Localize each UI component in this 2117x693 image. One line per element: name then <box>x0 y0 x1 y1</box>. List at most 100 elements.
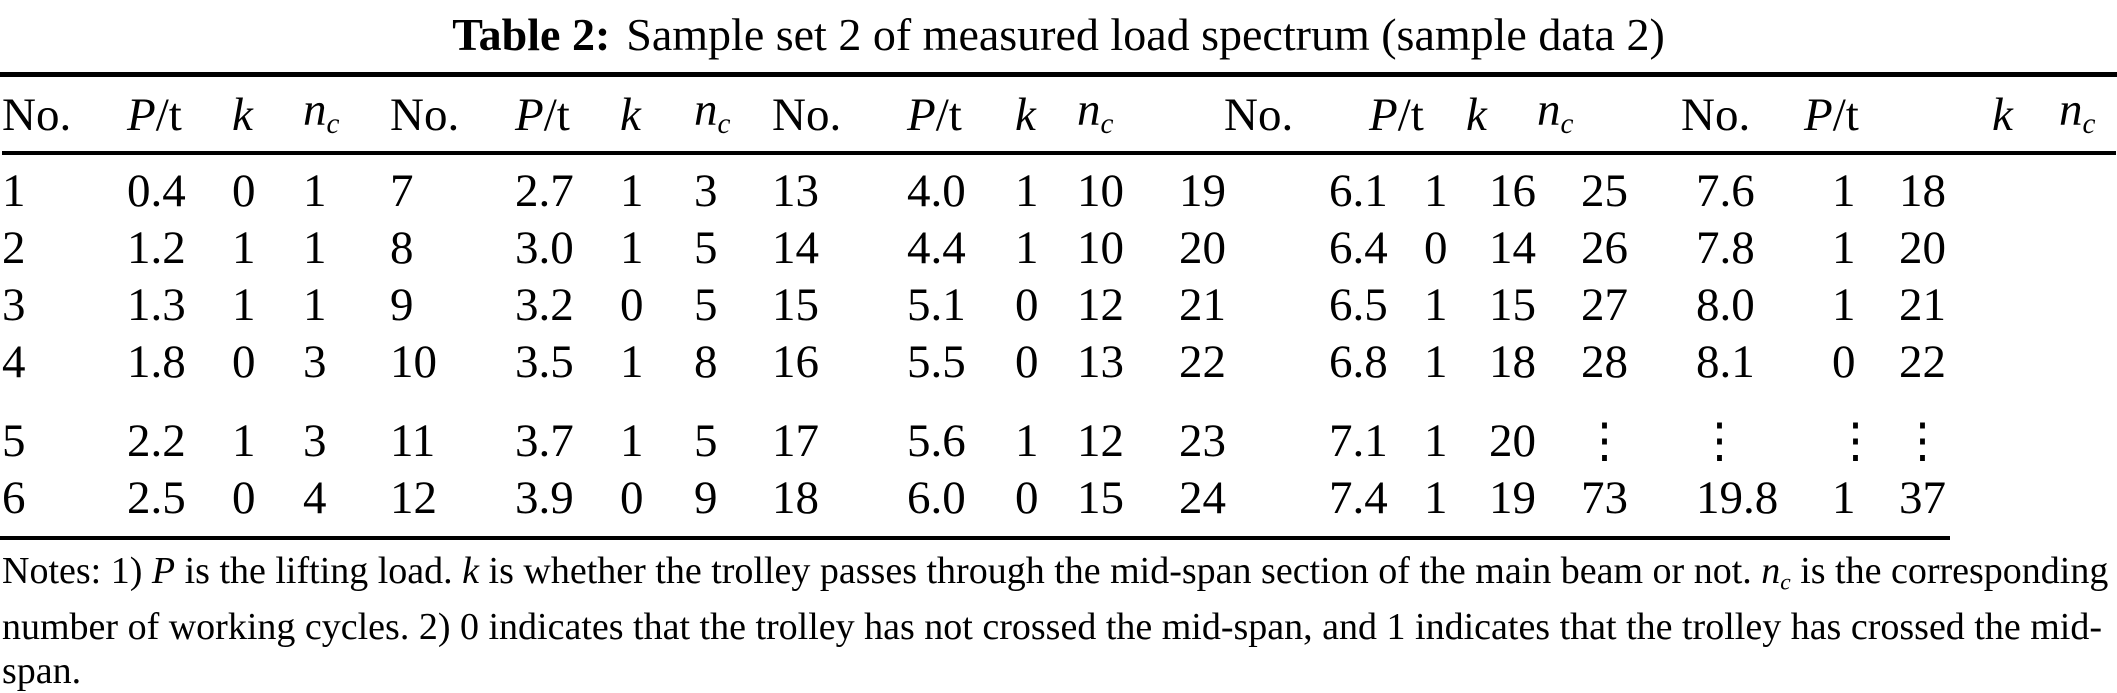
table-cell: 3.9 <box>515 472 574 524</box>
table-cell: 1 <box>232 222 256 274</box>
table-row: 2 1.2 1 1 8 3.0 1 5 14 4.4 1 10 20 6.4 0 14 26 7.8 1 20 <box>2 220 2116 277</box>
italic-text: P <box>1804 89 1833 141</box>
italic-text: n <box>1761 550 1781 592</box>
notes-line: Notes: 1) P is the lifting load. k is wh… <box>2 549 2117 605</box>
table-cell: 15 <box>772 279 819 331</box>
text-segment: No. <box>1681 89 1751 141</box>
table-cell: 1 <box>1424 415 1448 467</box>
table-cell: 1 <box>1832 165 1856 217</box>
table-caption-text: Sample set 2 of measured load spectrum (… <box>626 9 1665 60</box>
text-segment: is whether the trolley passes through th… <box>479 550 1762 592</box>
table-row: 5 2.2 1 3 11 3.7 1 5 17 5.6 1 12 23 7.1 1 20 ⋮ ⋮ ⋮ ⋮ <box>2 413 2116 470</box>
table-cell: 18 <box>772 472 819 524</box>
table-cell: 3.0 <box>515 222 574 274</box>
table-cell: 1 <box>303 165 327 217</box>
table-cell: 14 <box>1489 222 1536 274</box>
table-row: 4 1.8 0 3 10 3.5 1 8 16 5.5 0 13 22 6.8 1 18 28 8.1 0 22 <box>2 334 2116 391</box>
table-cell: 26 <box>1581 222 1628 274</box>
italic-text: n <box>1537 83 1561 136</box>
table-cell: 7.6 <box>1696 165 1755 217</box>
text-segment: No. <box>1224 89 1294 141</box>
table-cell: 1 <box>303 222 327 274</box>
table-cell: 8 <box>694 336 718 388</box>
table-cell: 0 <box>1015 279 1039 331</box>
table-header-row: No. P/t k nc No. P/t k nc No. P/t k nc No. P/t k nc No. P… <box>2 77 2116 153</box>
table-cell: 0 <box>1424 222 1448 274</box>
table-cell: 0.4 <box>127 165 186 217</box>
text-segment: is the corresponding <box>1790 550 2109 592</box>
table-cell: 5 <box>2 415 26 467</box>
table-cell: 11 <box>390 415 436 467</box>
text-segment: number of working cycles. 2) 0 indicates… <box>2 605 2103 648</box>
table-cell: 1 <box>1424 279 1448 331</box>
table-cell: 1 <box>1832 222 1856 274</box>
table-cell: 0 <box>232 472 256 524</box>
table-cell: 2.2 <box>127 415 186 467</box>
table-cell: 1 <box>1015 222 1039 274</box>
column-header: k <box>1015 77 1077 153</box>
table-cell: 4.4 <box>907 222 966 274</box>
column-header: nc <box>1899 77 2116 153</box>
table-cell: 19 <box>1489 472 1536 524</box>
table-cell: 7 <box>390 165 414 217</box>
subscript-text: c <box>1100 107 1114 140</box>
table-cell: 1.3 <box>127 279 186 331</box>
table-cell: 5 <box>694 222 718 274</box>
table-cell: 3 <box>303 415 327 467</box>
table-cell: 18 <box>1489 336 1536 388</box>
table-cell: 18 <box>1899 165 1946 217</box>
table-cell: 12 <box>390 472 437 524</box>
table-cell: 3 <box>303 336 327 388</box>
table-cell: 19 <box>1179 165 1226 217</box>
italic-text: P <box>515 89 544 141</box>
table-cell: 3.2 <box>515 279 574 331</box>
subscript-text: c <box>326 107 340 140</box>
table-cell: 17 <box>772 415 819 467</box>
table-cell: 1 <box>620 336 644 388</box>
table-row: 6 2.5 0 4 12 3.9 0 9 18 6.0 0 15 24 7.4 1 19 73 19.8 1 37 <box>2 470 2116 527</box>
italic-text: n <box>1077 83 1101 136</box>
table-cell: 24 <box>1179 472 1226 524</box>
column-header: nc <box>1077 77 1179 153</box>
table-cell: 37 <box>1899 472 1946 524</box>
table-cell: 3.5 <box>515 336 574 388</box>
column-header: No. <box>1581 77 1750 153</box>
table-cell: 1 <box>1424 165 1448 217</box>
paper-table-figure: Table 2: Sample set 2 of measured load sp… <box>0 9 2117 692</box>
table-row: 3 1.3 1 1 9 3.2 0 5 15 5.1 0 12 21 6.5 1 15 27 8.0 1 21 <box>2 277 2116 334</box>
table-cell: 12 <box>1077 279 1124 331</box>
italic-text: k <box>232 89 253 141</box>
table-cell: 7.8 <box>1696 222 1755 274</box>
table-cell: 1.2 <box>127 222 186 274</box>
table-cell: 10 <box>1077 165 1124 217</box>
table-cell: 1 <box>303 279 327 331</box>
column-header: k <box>1424 77 1489 153</box>
table-cell: 13 <box>1077 336 1124 388</box>
table-cell: 1.8 <box>127 336 186 388</box>
table-cell: 2.5 <box>127 472 186 524</box>
table-cell: 0 <box>232 336 256 388</box>
column-header: k <box>232 77 303 153</box>
table-cell: 23 <box>1179 415 1226 467</box>
table-cell: ⋮ <box>1832 415 1879 467</box>
subscript-text: c <box>1560 107 1574 140</box>
column-header: P/t <box>515 77 620 153</box>
table-cell: ⋮ <box>1696 415 1743 467</box>
column-header: P/t <box>1696 77 1859 153</box>
table-cell: 7.4 <box>1329 472 1388 524</box>
text-segment: span. <box>2 649 82 692</box>
table-cell: 9 <box>390 279 414 331</box>
italic-text: P <box>127 89 156 141</box>
table-cell: 5.1 <box>907 279 966 331</box>
table-cell: 5.5 <box>907 336 966 388</box>
table-cell: 3.7 <box>515 415 574 467</box>
table-cell: 9 <box>694 472 718 524</box>
table-cell: 1 <box>1832 279 1856 331</box>
table-cell: 0 <box>620 472 644 524</box>
table-cell: 1 <box>1424 472 1448 524</box>
table-cell: 1 <box>232 279 256 331</box>
table-notes: Notes: 1) P is the lifting load. k is wh… <box>0 549 2117 693</box>
table-cell: 12 <box>1077 415 1124 467</box>
table-cell: 14 <box>772 222 819 274</box>
column-header: nc <box>1489 77 1581 153</box>
